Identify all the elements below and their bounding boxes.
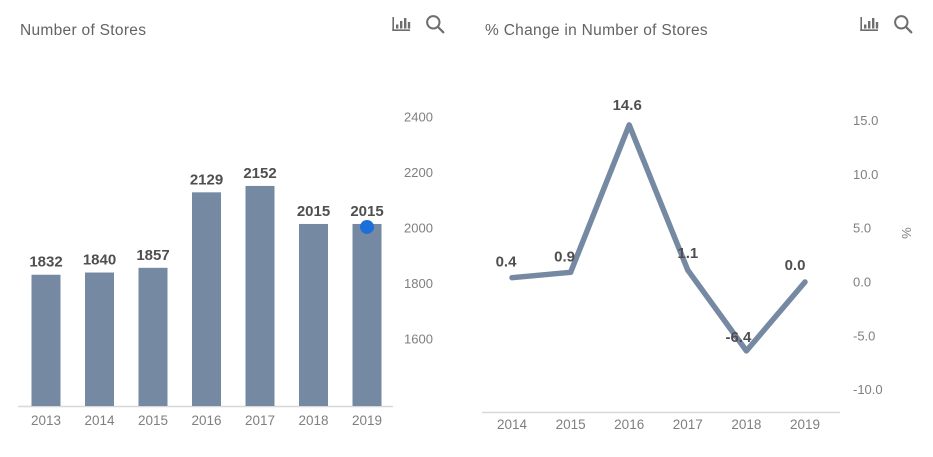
line-value-label: 0.0 bbox=[785, 257, 806, 274]
y-axis-label: -5.0 bbox=[853, 328, 875, 343]
y-axis-label: 1800 bbox=[404, 276, 433, 291]
bar-value-label: 1840 bbox=[83, 252, 116, 269]
line-chart-canvas[interactable]: 0.4 2014 0.9 2015 14.6 2016 1.1 2017 -6.4 2018 0.0… bbox=[466, 0, 933, 457]
bar-chart-icon[interactable] bbox=[859, 14, 879, 34]
x-axis-label: 2014 bbox=[497, 417, 528, 432]
chart-toolbar bbox=[859, 14, 913, 34]
x-axis-label: 2016 bbox=[191, 413, 221, 428]
x-axis-label: 2014 bbox=[84, 413, 115, 428]
bar-2014[interactable] bbox=[85, 272, 114, 406]
bar-value-label: 2015 bbox=[297, 203, 330, 220]
bar-value-label: 1857 bbox=[136, 247, 169, 264]
y-axis-label: 1600 bbox=[404, 332, 433, 347]
line-value-label: 0.4 bbox=[496, 254, 518, 271]
y-axis-label: 2000 bbox=[404, 221, 433, 236]
bar-value-label: 1832 bbox=[29, 254, 62, 271]
x-axis-label: 2015 bbox=[138, 413, 168, 428]
y-axis-label: 0.0 bbox=[853, 275, 871, 290]
line-value-label: 1.1 bbox=[677, 245, 698, 262]
y-axis-label: 15.0 bbox=[853, 113, 878, 128]
x-axis-label: 2013 bbox=[31, 413, 61, 428]
bar-2015[interactable] bbox=[138, 267, 168, 406]
x-axis-label: 2017 bbox=[245, 413, 275, 428]
search-icon[interactable] bbox=[893, 14, 913, 34]
x-axis-label: 2018 bbox=[298, 413, 328, 428]
bar-2019[interactable] bbox=[352, 223, 382, 406]
panel-number-of-stores: Number of Stores 1832 2013 1840 2014 1 bbox=[0, 0, 466, 457]
bar-2016[interactable] bbox=[192, 192, 221, 406]
highlight-marker-dot[interactable] bbox=[360, 219, 374, 234]
chart-title-number-of-stores: Number of Stores bbox=[20, 22, 147, 39]
chart-toolbar bbox=[391, 14, 445, 34]
panel-pct-change: % Change in Number of Stores 0.4 20 bbox=[466, 0, 933, 457]
bar-chart-icon[interactable] bbox=[391, 14, 411, 34]
pct-change-line[interactable] bbox=[509, 122, 808, 354]
y-axis-label: 5.0 bbox=[853, 221, 871, 236]
x-axis-label: 2019 bbox=[352, 413, 382, 428]
bar-value-label: 2152 bbox=[243, 165, 276, 182]
chart-title-pct-change: % Change in Number of Stores bbox=[485, 22, 708, 39]
bar-value-label: 2129 bbox=[190, 171, 223, 188]
y-axis-label: 10.0 bbox=[853, 167, 878, 182]
line-value-label: 14.6 bbox=[613, 97, 642, 114]
x-axis-label: 2017 bbox=[673, 417, 703, 432]
line-value-label: -6.4 bbox=[725, 329, 752, 346]
search-icon[interactable] bbox=[425, 14, 445, 34]
x-axis-label: 2015 bbox=[556, 417, 586, 432]
bar-value-label: 2015 bbox=[350, 203, 383, 220]
x-axis-label: 2019 bbox=[790, 417, 820, 432]
y-axis-title-percent: % bbox=[899, 227, 914, 239]
bar-2018[interactable] bbox=[299, 223, 328, 406]
bar-2013[interactable] bbox=[31, 274, 61, 406]
y-axis-label: -10.0 bbox=[853, 382, 883, 397]
bar-2017[interactable] bbox=[245, 185, 275, 406]
line-value-label: 0.9 bbox=[554, 248, 575, 265]
y-axis-label: 2400 bbox=[404, 110, 433, 125]
x-axis-label: 2018 bbox=[731, 417, 761, 432]
x-axis-label: 2016 bbox=[614, 417, 644, 432]
bar-chart-canvas[interactable]: 1832 2013 1840 2014 1857 2015 2129 2016 2152 2017… bbox=[0, 0, 466, 457]
y-axis-label: 2200 bbox=[404, 165, 433, 180]
